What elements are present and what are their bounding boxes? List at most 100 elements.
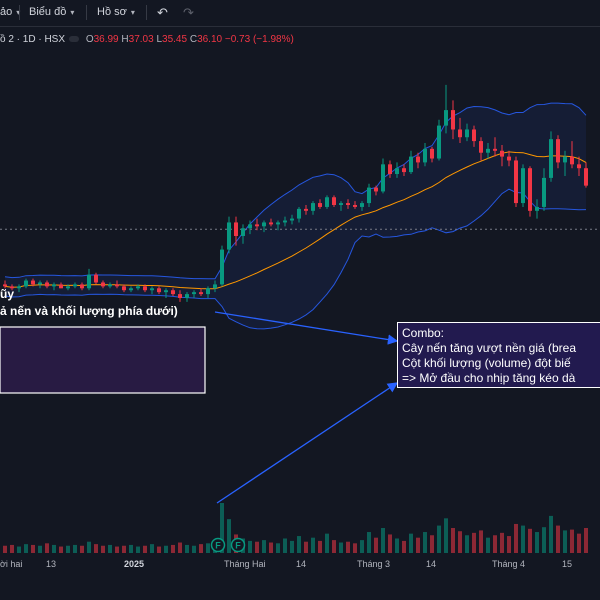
volume-bar[interactable]: [542, 527, 546, 553]
candle-body[interactable]: [52, 284, 56, 287]
candle-body[interactable]: [255, 224, 259, 227]
undo-icon[interactable]: ↶: [157, 5, 168, 20]
volume-bar[interactable]: [171, 544, 175, 553]
candle-body[interactable]: [269, 222, 273, 225]
candle-body[interactable]: [423, 148, 427, 163]
volume-bar[interactable]: [437, 525, 441, 553]
candle-body[interactable]: [311, 203, 315, 211]
candle-body[interactable]: [493, 148, 497, 151]
volume-bar[interactable]: [59, 546, 63, 553]
candle-body[interactable]: [430, 148, 434, 159]
candle-body[interactable]: [374, 187, 378, 192]
volume-bar[interactable]: [479, 530, 483, 553]
candle-body[interactable]: [570, 156, 574, 165]
candle-body[interactable]: [409, 156, 413, 173]
volume-bar[interactable]: [220, 503, 224, 553]
volume-bar[interactable]: [465, 535, 469, 553]
candle-body[interactable]: [395, 168, 399, 175]
candle-body[interactable]: [297, 208, 301, 219]
candle-body[interactable]: [563, 156, 567, 163]
candle-body[interactable]: [486, 148, 490, 153]
volume-bar[interactable]: [563, 530, 567, 553]
candle-body[interactable]: [521, 168, 525, 204]
candle-body[interactable]: [80, 284, 84, 289]
volume-bar[interactable]: [444, 518, 448, 553]
candle-body[interactable]: [290, 218, 294, 221]
volume-bar[interactable]: [178, 542, 182, 553]
candle-body[interactable]: [248, 224, 252, 229]
volume-bar[interactable]: [430, 535, 434, 553]
volume-bar[interactable]: [38, 545, 42, 553]
candle-body[interactable]: [227, 222, 231, 250]
candle-body[interactable]: [339, 203, 343, 206]
candle-body[interactable]: [451, 110, 455, 130]
candle-body[interactable]: [234, 222, 238, 236]
bollinger-upper-line[interactable]: [4, 102, 587, 280]
candle-body[interactable]: [381, 164, 385, 192]
volume-bar[interactable]: [451, 528, 455, 553]
candle-body[interactable]: [304, 208, 308, 211]
candle-body[interactable]: [332, 197, 336, 206]
candle-body[interactable]: [73, 284, 77, 287]
symbol-label[interactable]: ồ 2 · 1D · HSX: [0, 34, 66, 45]
candle-body[interactable]: [360, 203, 364, 207]
consolidation-highlight-box[interactable]: [0, 326, 206, 394]
candle-body[interactable]: [514, 160, 518, 204]
candle-body[interactable]: [213, 284, 217, 289]
candle-body[interactable]: [59, 284, 63, 289]
candle-body[interactable]: [3, 284, 7, 287]
redo-icon[interactable]: ↷: [183, 5, 194, 20]
candle-body[interactable]: [108, 284, 112, 287]
candle-body[interactable]: [94, 274, 98, 283]
volume-bar[interactable]: [416, 537, 420, 553]
event-marker-icon[interactable]: [210, 537, 226, 553]
volume-bar[interactable]: [339, 542, 343, 553]
volume-bar[interactable]: [381, 528, 385, 553]
candle-body[interactable]: [241, 228, 245, 236]
candle-body[interactable]: [528, 168, 532, 211]
volume-bar[interactable]: [73, 544, 77, 553]
volume-bar[interactable]: [500, 532, 504, 553]
volume-bar[interactable]: [549, 515, 553, 553]
candle-body[interactable]: [171, 290, 175, 295]
volume-bar[interactable]: [388, 534, 392, 553]
candle-body[interactable]: [262, 222, 266, 227]
candle-body[interactable]: [115, 284, 119, 287]
candle-body[interactable]: [325, 197, 329, 207]
volume-bar[interactable]: [472, 532, 476, 553]
volume-bar[interactable]: [402, 540, 406, 553]
volume-bar[interactable]: [192, 545, 196, 553]
volume-bar[interactable]: [395, 538, 399, 553]
volume-bar[interactable]: [17, 546, 21, 553]
volume-bar[interactable]: [332, 540, 336, 553]
candle-body[interactable]: [38, 282, 42, 285]
candle-body[interactable]: [24, 280, 28, 287]
volume-bar[interactable]: [185, 544, 189, 553]
candle-body[interactable]: [185, 294, 189, 298]
toolbar-menu-partial[interactable]: ảo▾: [0, 6, 20, 18]
arrow-breakout-candle[interactable]: [214, 311, 399, 345]
candle-body[interactable]: [87, 274, 91, 289]
volume-bar[interactable]: [52, 544, 56, 553]
volume-bar[interactable]: [409, 533, 413, 553]
volume-bar[interactable]: [262, 540, 266, 553]
candle-body[interactable]: [199, 292, 203, 295]
candle-body[interactable]: [122, 286, 126, 291]
volume-bar[interactable]: [304, 541, 308, 553]
volume-bar[interactable]: [108, 544, 112, 553]
volume-bar[interactable]: [367, 532, 371, 553]
visibility-toggle-icon[interactable]: [69, 36, 80, 43]
volume-bar[interactable]: [150, 544, 154, 553]
volume-bar[interactable]: [458, 531, 462, 553]
volume-bar[interactable]: [143, 545, 147, 553]
volume-bar[interactable]: [507, 536, 511, 553]
volume-bar[interactable]: [283, 538, 287, 553]
arrow-volume-spike[interactable]: [216, 382, 399, 504]
volume-bar[interactable]: [10, 544, 14, 553]
volume-bar[interactable]: [80, 545, 84, 553]
candle-body[interactable]: [388, 164, 392, 175]
candle-body[interactable]: [556, 139, 560, 163]
volume-bar[interactable]: [66, 545, 70, 553]
volume-bar[interactable]: [227, 519, 231, 553]
